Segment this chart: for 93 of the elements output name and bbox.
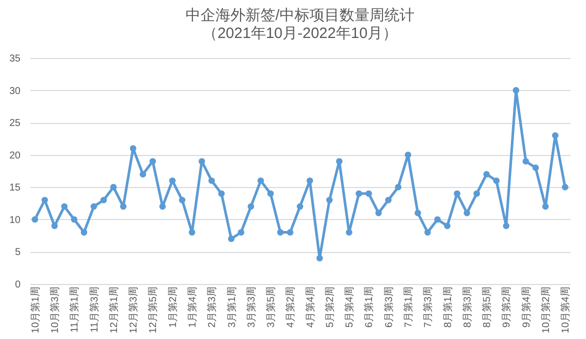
point: [277, 229, 284, 236]
point: [454, 190, 460, 197]
point: [493, 177, 500, 184]
point: [178, 196, 186, 204]
point: [159, 203, 166, 210]
point: [41, 196, 48, 204]
y-tick-label: 35: [9, 54, 21, 64]
y-tick-label: 30: [9, 86, 21, 97]
point: [562, 184, 568, 190]
point: [394, 184, 402, 190]
x-tick-label: 11月第1周: [68, 286, 81, 332]
point: [257, 177, 264, 184]
x-tick-label: 6月第3周: [382, 286, 395, 328]
x-tick-label: 1月第4周: [186, 286, 198, 328]
point: [404, 152, 412, 158]
point: [522, 158, 530, 165]
x-tick-label: 1月第2周: [166, 286, 179, 328]
point: [356, 190, 362, 197]
point: [267, 190, 274, 197]
y-tick-label: 15: [9, 182, 21, 194]
point: [552, 132, 559, 139]
x-tick-label: 3月第3周: [245, 286, 258, 328]
point: [502, 222, 510, 230]
point: [532, 164, 539, 172]
point: [306, 177, 314, 184]
point: [542, 203, 549, 210]
point: [483, 170, 490, 178]
y-tick-label: 5: [14, 247, 21, 258]
x-tick-label: 7月第1周: [402, 286, 414, 328]
point: [365, 190, 372, 197]
x-tick-label: 5月第2周: [324, 286, 336, 328]
y-tick-label: 25: [9, 118, 21, 130]
x-tick-label: 11月第3周: [88, 286, 100, 332]
x-tick-label: 10月第3周: [49, 286, 62, 334]
point: [464, 210, 470, 216]
x-tick-label: 9月第4周: [520, 286, 532, 328]
point: [61, 203, 68, 210]
point: [336, 158, 343, 165]
point: [198, 158, 206, 165]
point: [238, 229, 244, 236]
point: [130, 145, 136, 152]
point: [434, 216, 441, 223]
point: [169, 177, 176, 184]
x-tick-label: 5月第4周: [344, 286, 356, 328]
point: [286, 229, 294, 236]
point: [149, 158, 156, 165]
point: [32, 216, 38, 223]
x-tick-label: 9月第2周: [500, 286, 513, 328]
x-tick-label: 4月第2周: [284, 286, 297, 328]
point: [140, 170, 146, 178]
point: [51, 222, 58, 230]
chart-title: 中企海外新签/中标项目数量周统计: [185, 7, 415, 24]
point: [473, 190, 480, 197]
x-tick-label: 12月第5周: [147, 286, 160, 334]
point: [90, 203, 98, 210]
x-tick-label: 2月第3周: [206, 286, 218, 328]
x-tick-label: 6月第1周: [363, 286, 376, 328]
point: [296, 203, 304, 210]
x-tick-label: 12月第3周: [128, 286, 140, 334]
point: [326, 196, 333, 204]
x-tick-label: 3月第5周: [265, 286, 278, 328]
y-tick-label: 10: [9, 214, 21, 226]
x-tick-label: 10月第1周: [29, 286, 42, 334]
point: [424, 229, 431, 236]
chart-subtitle: （2021年10月-2022年10月）: [202, 25, 398, 42]
x-tick-label: 12月第1周: [108, 286, 120, 334]
point: [444, 222, 451, 230]
point: [208, 177, 215, 184]
point: [316, 254, 323, 262]
point: [188, 229, 196, 236]
x-tick-label: 8月第1周: [442, 286, 454, 328]
point: [218, 190, 225, 197]
x-tick-label: 8月第5周: [481, 286, 494, 328]
point: [385, 196, 392, 204]
point: [228, 236, 235, 242]
point: [346, 229, 352, 236]
point: [110, 184, 117, 190]
y-tick-label: 0: [14, 280, 21, 290]
y-tick-label: 20: [9, 150, 21, 162]
point: [100, 196, 107, 204]
point: [414, 210, 422, 216]
x-tick-label: 4月第4周: [304, 286, 316, 328]
point: [70, 216, 78, 223]
x-tick-label: 7月第3周: [422, 286, 434, 328]
x-tick-label: 10月第2周: [540, 286, 552, 334]
x-tick-label: 3月第1周: [226, 286, 238, 328]
x-tick-label: 8月第3周: [461, 286, 474, 328]
point: [120, 203, 127, 210]
point: [248, 203, 254, 210]
x-tick-label: 10月第4周: [560, 286, 572, 334]
point: [512, 87, 520, 94]
point: [375, 210, 382, 216]
point: [80, 229, 88, 236]
